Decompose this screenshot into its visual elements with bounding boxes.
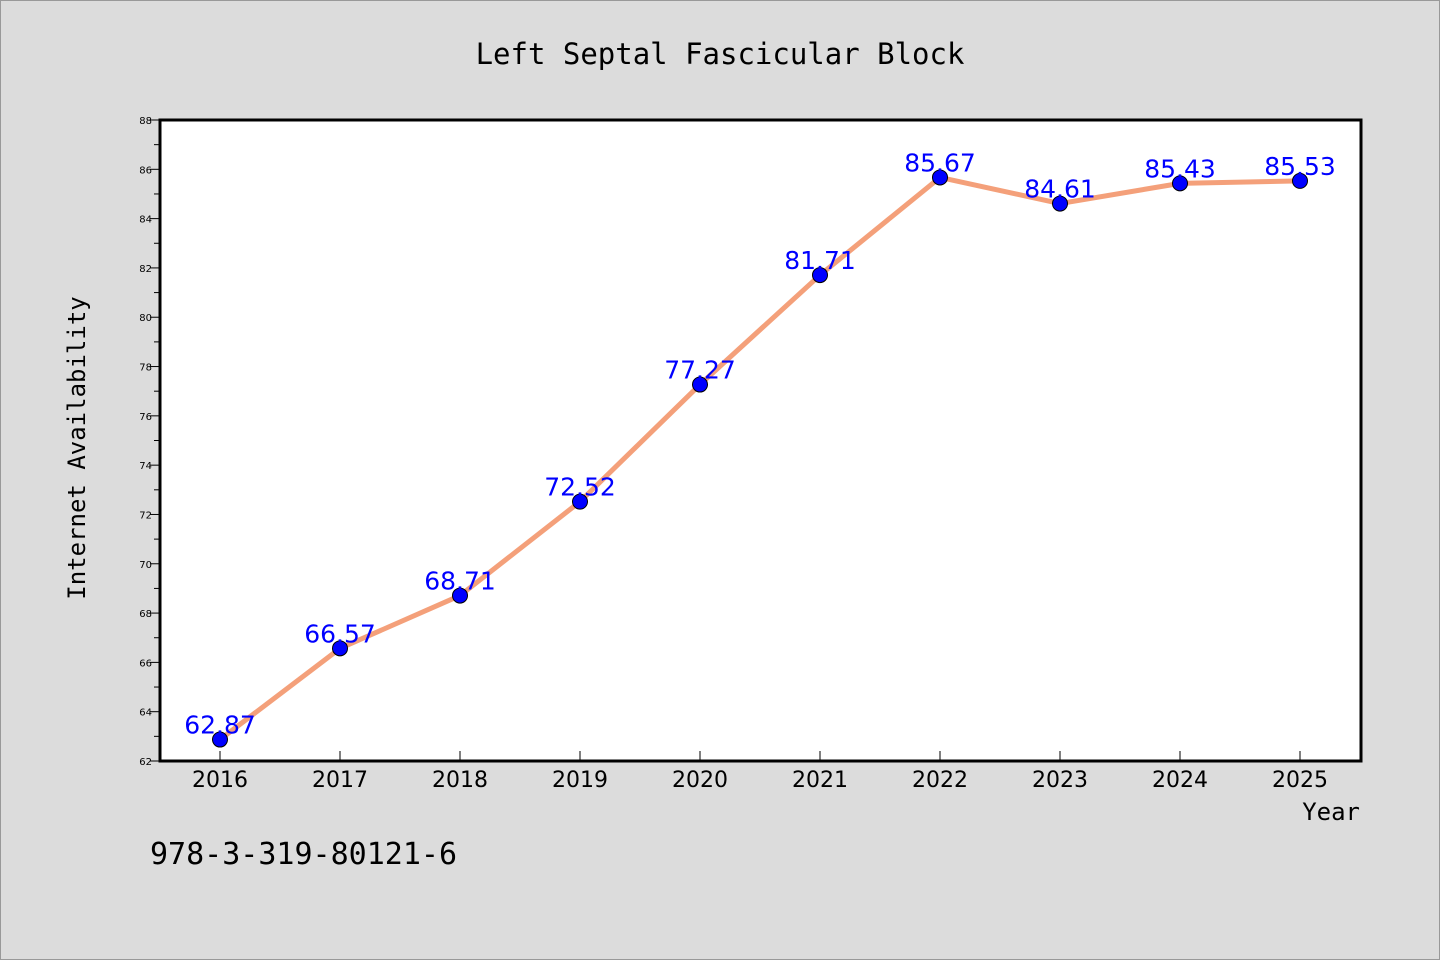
x-tick-label: 2020 — [672, 768, 728, 793]
data-markers — [212, 169, 1308, 748]
y-tick-label: 62 — [139, 757, 152, 768]
y-tick-label: 64 — [139, 708, 152, 719]
data-point — [692, 376, 708, 393]
y-tick-label: 70 — [139, 560, 152, 571]
y-tick-label: 68 — [139, 609, 152, 620]
y-tick-label: 72 — [139, 510, 152, 521]
x-tick-label: 2019 — [552, 768, 608, 793]
y-axis-label: Internet Availability — [63, 296, 91, 599]
series-line — [217, 174, 1303, 743]
y-tick-label: 84 — [139, 215, 152, 226]
y-tick-label: 66 — [139, 658, 152, 669]
data-point — [1052, 195, 1068, 212]
data-label: 72.52 — [544, 473, 616, 502]
data-point — [212, 731, 228, 748]
x-tick-label: 2021 — [792, 768, 848, 793]
x-tick-label: 2017 — [312, 768, 368, 793]
isbn-text: 978-3-319-80121-6 — [150, 837, 457, 872]
x-axis: 2016 2017 2018 2019 2020 2021 2022 2023 2024 2025 — [192, 751, 1328, 793]
x-axis-label: Year — [1302, 798, 1360, 826]
data-point — [1292, 172, 1308, 189]
data-label: 85.43 — [1144, 154, 1216, 183]
y-axis: 62 64 66 68 70 72 74 76 78 80 82 84 86 88 — [139, 116, 160, 768]
data-label: 66.57 — [304, 619, 376, 648]
x-tick-label: 2016 — [192, 768, 248, 793]
x-tick-label: 2025 — [1272, 768, 1328, 793]
x-tick-label: 2023 — [1032, 768, 1088, 793]
y-tick-label: 76 — [139, 412, 152, 423]
data-labels: 62.87 66.57 68.71 72.52 77.27 81.71 85.67 84.61… — [184, 148, 1336, 739]
data-label: 85.53 — [1264, 152, 1336, 181]
x-tick-label: 2024 — [1152, 768, 1208, 793]
y-tick-label: 74 — [139, 461, 152, 472]
data-point — [812, 267, 828, 284]
data-point — [572, 493, 588, 510]
data-label: 77.27 — [664, 356, 736, 385]
data-point — [932, 169, 948, 186]
data-point — [452, 587, 468, 604]
data-label: 62.87 — [184, 711, 256, 740]
data-point — [1172, 175, 1188, 192]
data-label: 81.71 — [784, 246, 856, 275]
y-tick-label: 88 — [139, 116, 152, 127]
data-label: 84.61 — [1024, 175, 1096, 204]
y-tick-label: 86 — [139, 165, 152, 176]
y-tick-label: 78 — [139, 363, 152, 374]
chart-title: Left Septal Fascicular Block — [476, 37, 965, 71]
x-tick-label: 2022 — [912, 768, 968, 793]
x-tick-label: 2018 — [432, 768, 488, 793]
series-line-group — [217, 174, 1303, 743]
plot-area — [158, 118, 1363, 763]
y-tick-label: 80 — [139, 313, 152, 324]
data-label: 68.71 — [424, 567, 496, 596]
data-label: 85.67 — [904, 148, 976, 177]
y-tick-label: 82 — [139, 264, 152, 275]
data-point — [332, 640, 348, 657]
